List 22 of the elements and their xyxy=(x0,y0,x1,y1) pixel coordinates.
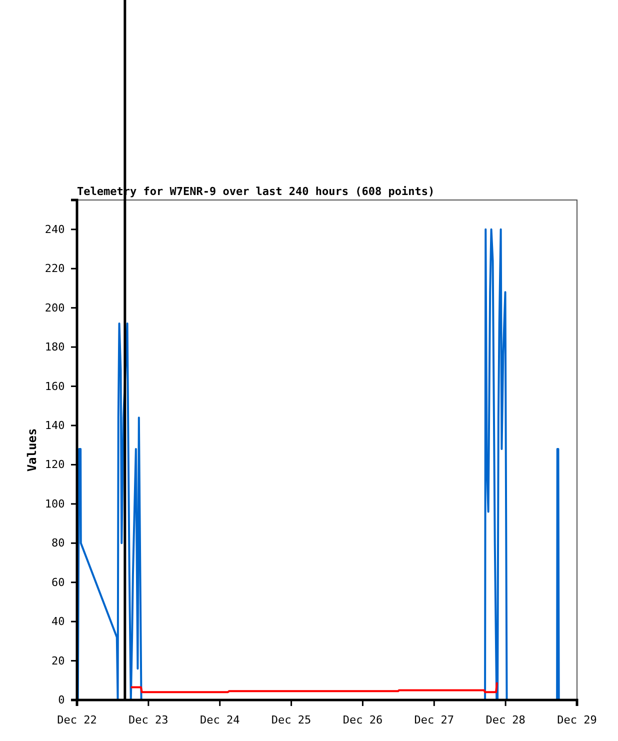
y-tick-label: 100 xyxy=(44,497,65,510)
y-tick-label: 40 xyxy=(51,615,65,628)
x-tick-label: Dec 29 xyxy=(557,713,597,726)
x-tick-label: Dec 23 xyxy=(128,713,168,726)
x-tick-label: Dec 28 xyxy=(486,713,526,726)
y-tick-label: 220 xyxy=(44,262,65,276)
y-tick-label: 160 xyxy=(44,380,65,393)
x-tick-label: Dec 25 xyxy=(271,713,312,726)
y-tick-label: 80 xyxy=(51,536,65,550)
y-tick-label: 60 xyxy=(51,576,65,589)
y-tick-label: 20 xyxy=(51,654,65,668)
y-tick-label: 140 xyxy=(44,419,65,432)
y-tick-label: 180 xyxy=(44,340,65,354)
x-tick-label: Dec 22 xyxy=(57,713,97,726)
y-axis-title: Values xyxy=(25,428,39,472)
y-tick-label: 0 xyxy=(58,694,65,707)
y-tick-label: 240 xyxy=(44,222,65,236)
x-tick-label: Dec 24 xyxy=(200,713,240,726)
x-tick-label: Dec 27 xyxy=(414,713,454,726)
y-tick-label: 200 xyxy=(44,301,65,314)
x-tick-label: Dec 26 xyxy=(342,713,383,726)
y-tick-label: 120 xyxy=(44,458,65,472)
